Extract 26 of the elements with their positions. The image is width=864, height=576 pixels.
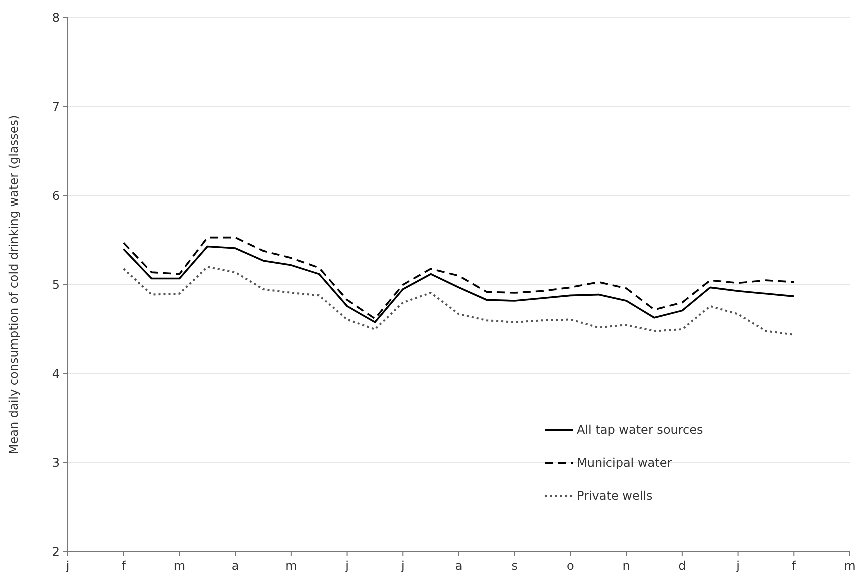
legend-label: Private wells: [577, 489, 653, 504]
x-tick-label: m: [844, 558, 856, 573]
legend-label: All tap water sources: [577, 423, 704, 438]
x-tick-label: j: [65, 558, 70, 573]
y-tick-label: 8: [52, 10, 60, 25]
y-tick-label: 5: [52, 278, 60, 292]
x-tick-label: s: [512, 558, 518, 573]
legend-label: Municipal water: [577, 456, 672, 470]
y-tick-label: 6: [52, 188, 60, 203]
x-tick-label: a: [232, 558, 240, 573]
x-tick-label: j: [736, 558, 740, 573]
x-tick-label: j: [400, 558, 405, 573]
y-tick-label: 2: [52, 544, 60, 559]
x-tick-label: m: [174, 558, 186, 573]
x-tick-label: n: [622, 558, 630, 573]
y-tick-label: 3: [52, 456, 60, 470]
x-tick-label: f: [792, 558, 798, 573]
x-tick-label: m: [286, 558, 298, 573]
y-tick-label: 7: [52, 100, 60, 114]
x-tick-label: a: [455, 558, 463, 573]
y-axis-title: Mean daily consumption of cold drinking water (glasses): [7, 115, 21, 455]
x-tick-label: d: [678, 558, 686, 573]
y-tick-label: 4: [52, 366, 60, 381]
x-tick-label: o: [567, 558, 574, 573]
x-tick-label: j: [344, 558, 349, 573]
x-tick-label: f: [122, 558, 127, 573]
